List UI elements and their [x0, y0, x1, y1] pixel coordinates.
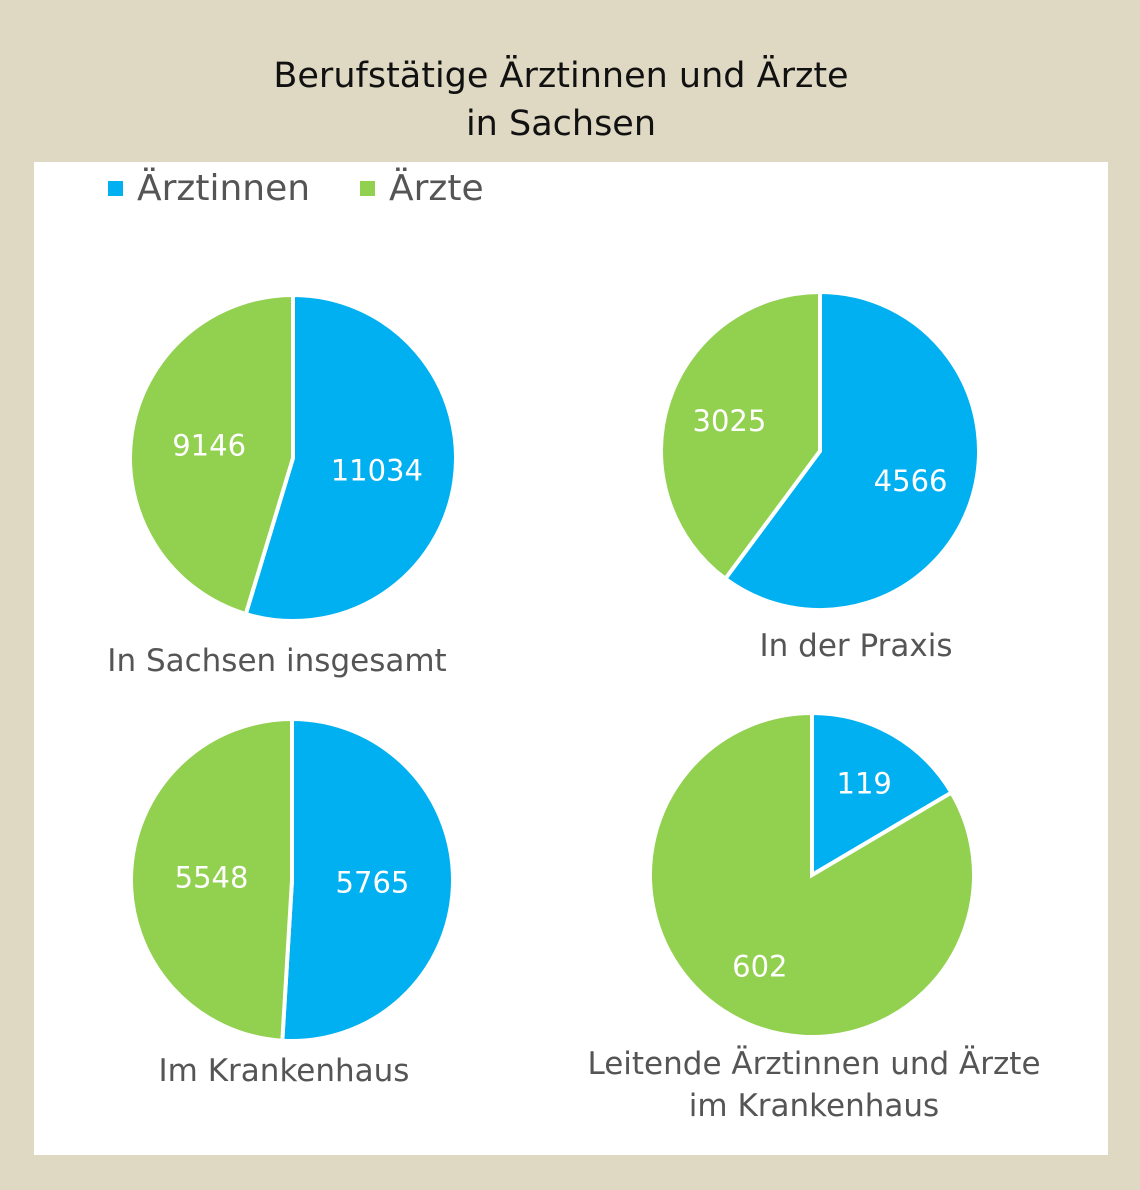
title-line-1: Berufstätige Ärztinnen und Ärzte — [273, 56, 849, 96]
legend-label: Ärztinnen — [137, 168, 311, 209]
caption-sachsen: In Sachsen insgesamt — [107, 643, 447, 679]
pie-3-label-aerztinnen: 119 — [837, 767, 892, 801]
legend-item-aerzte: Ärzte — [360, 168, 484, 209]
pie-3-slice-aerztinnen — [810, 710, 955, 879]
caption-krankenhaus: Im Krankenhaus — [158, 1053, 410, 1089]
legend-item-aerztinnen: Ärztinnen — [108, 168, 310, 209]
legend-swatch-green — [360, 181, 375, 196]
pie-1-slice-aerzte — [659, 289, 822, 582]
pie-1-slice-aerztinnen — [722, 289, 981, 612]
legend-swatch-blue — [108, 181, 123, 196]
pie-3-label-aerzte: 602 — [732, 949, 787, 983]
pie-0-slice-aerztinnen — [243, 292, 458, 623]
pie-0-label-aerztinnen: 11034 — [331, 453, 423, 487]
caption-praxis: In der Praxis — [759, 628, 953, 664]
pie-0-slice-aerzte — [128, 292, 295, 617]
pie-2-slice-aerztinnen — [280, 716, 455, 1043]
pie-1-label-aerztinnen: 4566 — [874, 464, 948, 498]
pie-3-slice-aerzte — [648, 710, 976, 1039]
pie-2-slice-aerzte — [128, 716, 294, 1043]
legend-label: Ärzte — [389, 168, 484, 209]
caption-leitende: Leitende Ärztinnen und Ärzte im Krankenh… — [587, 1046, 1041, 1124]
pie-0-label-aerzte: 9146 — [172, 429, 246, 463]
pie-1-label-aerzte: 3025 — [693, 404, 767, 438]
pie-2-label-aerztinnen: 5765 — [336, 865, 410, 899]
title-line-2: in Sachsen — [465, 104, 657, 144]
chart-title: Berufstätige Ärztinnen und Ärzte in Sach… — [0, 52, 1122, 148]
pie-2-label-aerzte: 5548 — [175, 861, 249, 895]
